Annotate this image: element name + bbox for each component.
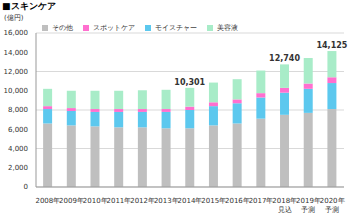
svg-text:8,000: 8,000 (8, 106, 28, 114)
html-text:■スキンケア: ■スキンケア (2, 1, 56, 11)
svg-text:4,000: 4,000 (8, 145, 28, 153)
svg-text:2020年予測: 2020年予測 (320, 197, 342, 213)
svg-text:0: 0 (24, 183, 28, 191)
svg-text:10,000: 10,000 (8, 87, 28, 95)
html-text:その他: その他 (52, 24, 73, 32)
svg-text:2019年予測: 2019年予測 (296, 197, 321, 213)
html-text:(億円): (億円) (4, 14, 24, 22)
svg-text:2018年見込: 2018年見込 (272, 197, 297, 213)
svg-text:2010年: 2010年 (83, 197, 108, 205)
svg-text:2014年: 2014年 (178, 197, 203, 205)
html-text:美容液: 美容液 (217, 24, 238, 32)
svg-text:12,740: 12,740 (269, 54, 300, 63)
svg-text:2008年: 2008年 (35, 197, 60, 205)
svg-text:2,000: 2,000 (8, 164, 28, 172)
svg-text:2013年: 2013年 (154, 197, 179, 205)
html-text:スポットケア: スポットケア (93, 24, 135, 32)
svg-text:12,000: 12,000 (8, 68, 28, 76)
svg-text:16,000: 16,000 (8, 29, 28, 37)
svg-text:10,301: 10,301 (174, 78, 205, 87)
svg-text:6,000: 6,000 (8, 126, 28, 134)
svg-text:2011年: 2011年 (107, 197, 132, 205)
svg-text:2015年: 2015年 (201, 197, 226, 205)
svg-text:2012年: 2012年 (130, 197, 155, 205)
html-text:モイスチャー: モイスチャー (155, 24, 197, 32)
svg-text:14,125: 14,125 (316, 41, 342, 50)
svg-text:14,000: 14,000 (8, 49, 28, 57)
svg-text:2009年: 2009年 (59, 197, 84, 205)
svg-text:2016年: 2016年 (225, 197, 250, 205)
svg-text:2017年: 2017年 (249, 197, 274, 205)
